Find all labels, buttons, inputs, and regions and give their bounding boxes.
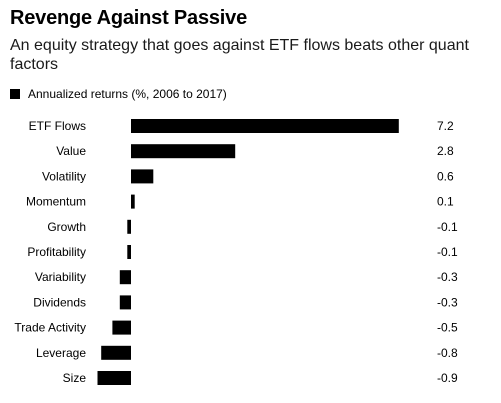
legend-label: Annualized returns (%, 2006 to 2017) xyxy=(28,87,227,101)
value-label-variability: -0.3 xyxy=(437,270,458,284)
legend: Annualized returns (%, 2006 to 2017) xyxy=(10,87,227,101)
value-label-momentum: 0.1 xyxy=(437,195,454,209)
category-label-dividends: Dividends xyxy=(33,295,86,309)
category-label-volatility: Volatility xyxy=(42,169,86,183)
value-label-profitability: -0.1 xyxy=(437,245,458,259)
value-label-value: 2.8 xyxy=(437,144,454,158)
chart-title: Revenge Against Passive xyxy=(10,7,247,29)
value-label-etf-flows: 7.2 xyxy=(437,119,454,133)
value-label-trade-activity: -0.5 xyxy=(437,321,458,335)
bar-size xyxy=(97,371,131,385)
bar-trade-activity xyxy=(112,320,131,335)
category-label-size: Size xyxy=(63,371,87,385)
category-label-momentum: Momentum xyxy=(26,195,86,209)
bar-profitability xyxy=(127,245,131,259)
bar-value xyxy=(131,144,236,159)
category-label-etf-flows: ETF Flows xyxy=(29,119,86,133)
bar-leverage xyxy=(101,345,131,360)
value-label-size: -0.9 xyxy=(437,371,458,385)
legend-swatch xyxy=(10,89,20,99)
category-label-profitability: Profitability xyxy=(27,245,86,259)
bar-volatility xyxy=(131,169,154,184)
bar-dividends xyxy=(119,295,131,310)
bar-momentum xyxy=(131,194,135,209)
bar-growth xyxy=(127,219,131,234)
value-label-dividends: -0.3 xyxy=(437,295,458,309)
value-label-volatility: 0.6 xyxy=(437,169,454,183)
category-label-value: Value xyxy=(56,144,86,158)
value-label-leverage: -0.8 xyxy=(437,346,458,360)
category-label-leverage: Leverage xyxy=(36,346,86,360)
value-label-growth: -0.1 xyxy=(437,220,458,234)
category-label-trade-activity: Trade Activity xyxy=(14,321,86,335)
bar-etf-flows xyxy=(131,119,399,133)
category-label-variability: Variability xyxy=(35,270,86,284)
category-label-growth: Growth xyxy=(47,220,86,234)
bar-variability xyxy=(119,270,131,285)
chart-subtitle: An equity strategy that goes against ETF… xyxy=(10,37,469,73)
